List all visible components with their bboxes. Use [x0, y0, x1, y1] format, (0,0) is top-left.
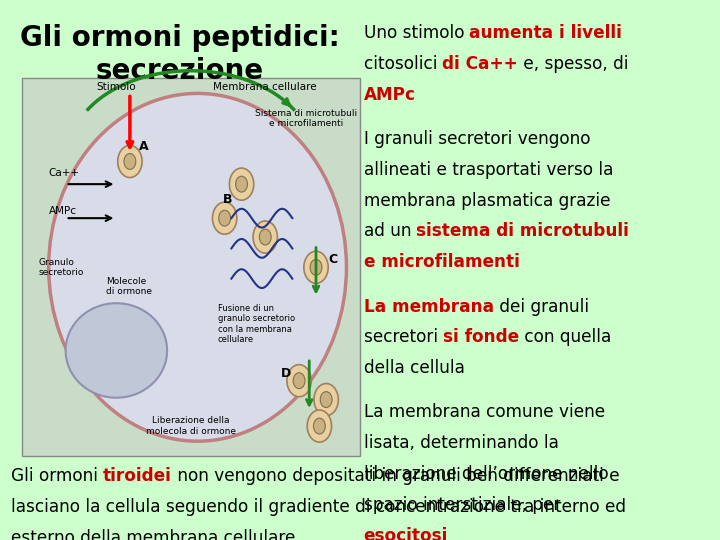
FancyBboxPatch shape — [22, 78, 360, 456]
Text: e microfilamenti: e microfilamenti — [364, 253, 519, 271]
Text: Sistema di microtubuli
e microfilamenti: Sistema di microtubuli e microfilamenti — [255, 109, 357, 128]
Text: Ca++: Ca++ — [49, 168, 80, 178]
Ellipse shape — [117, 145, 142, 178]
Text: Uno stimolo: Uno stimolo — [364, 24, 469, 42]
Text: Gli ormoni peptidici:
secrezione: Gli ormoni peptidici: secrezione — [20, 24, 340, 85]
Text: B: B — [223, 193, 233, 206]
Ellipse shape — [219, 210, 230, 226]
Text: sistema di microtubuli: sistema di microtubuli — [416, 222, 629, 240]
Text: Gli ormoni: Gli ormoni — [11, 467, 103, 485]
Text: e, spesso, di: e, spesso, di — [518, 55, 629, 73]
Text: di Ca++: di Ca++ — [443, 55, 518, 73]
Text: citosolici: citosolici — [364, 55, 443, 73]
Ellipse shape — [304, 251, 328, 284]
Text: ad un: ad un — [364, 222, 416, 240]
Text: non vengono depositati in granuli ben differenziati e: non vengono depositati in granuli ben di… — [172, 467, 620, 485]
Ellipse shape — [310, 259, 322, 275]
Text: con quella: con quella — [519, 328, 611, 346]
Text: Granulo
secretorio: Granulo secretorio — [39, 258, 84, 277]
Text: D: D — [280, 367, 291, 380]
Ellipse shape — [314, 383, 338, 416]
Text: liberazione dell’ormone nello: liberazione dell’ormone nello — [364, 465, 608, 483]
Text: Molecole
di ormone: Molecole di ormone — [107, 276, 152, 296]
Text: dei granuli: dei granuli — [494, 298, 589, 315]
Text: I granuli secretori vengono: I granuli secretori vengono — [364, 130, 590, 148]
Ellipse shape — [287, 364, 311, 397]
Ellipse shape — [253, 221, 277, 253]
Text: Fusione di un
granulo secretorio
con la membrana
cellulare: Fusione di un granulo secretorio con la … — [218, 304, 295, 344]
Text: membrana plasmatica grazie: membrana plasmatica grazie — [364, 192, 610, 210]
Text: Membrana cellulare: Membrana cellulare — [213, 82, 317, 92]
Ellipse shape — [235, 176, 248, 192]
Text: lasciano la cellula seguendo il gradiente di concentrazione tra interno ed: lasciano la cellula seguendo il gradient… — [11, 498, 626, 516]
Text: Liberazione della
molecola di ormone: Liberazione della molecola di ormone — [145, 416, 236, 436]
Text: si fonde: si fonde — [443, 328, 519, 346]
Ellipse shape — [307, 410, 332, 442]
Ellipse shape — [212, 202, 237, 234]
Text: La membrana: La membrana — [364, 298, 494, 315]
Text: AMPc: AMPc — [49, 206, 76, 215]
Text: AMPc: AMPc — [364, 86, 415, 104]
Text: esocitosi: esocitosi — [364, 526, 448, 540]
Text: La membrana comune viene: La membrana comune viene — [364, 403, 605, 421]
Ellipse shape — [259, 229, 271, 245]
Text: allineati e trasportati verso la: allineati e trasportati verso la — [364, 161, 613, 179]
Text: C: C — [328, 253, 338, 266]
Ellipse shape — [49, 93, 346, 441]
Text: Stimolo: Stimolo — [96, 82, 136, 92]
Text: lisata, determinando la: lisata, determinando la — [364, 434, 559, 452]
Text: A: A — [139, 140, 148, 153]
Text: spazio interstiziale, per: spazio interstiziale, per — [364, 496, 560, 514]
Ellipse shape — [124, 153, 136, 170]
Ellipse shape — [313, 418, 325, 434]
Ellipse shape — [320, 392, 332, 408]
Text: esterno della membrana cellulare: esterno della membrana cellulare — [11, 529, 295, 540]
Text: secretori: secretori — [364, 328, 443, 346]
Text: della cellula: della cellula — [364, 359, 464, 377]
Ellipse shape — [230, 168, 253, 200]
Text: tiroidei: tiroidei — [103, 467, 172, 485]
Ellipse shape — [66, 303, 167, 397]
Ellipse shape — [293, 373, 305, 389]
Text: aumenta i livelli: aumenta i livelli — [469, 24, 622, 42]
